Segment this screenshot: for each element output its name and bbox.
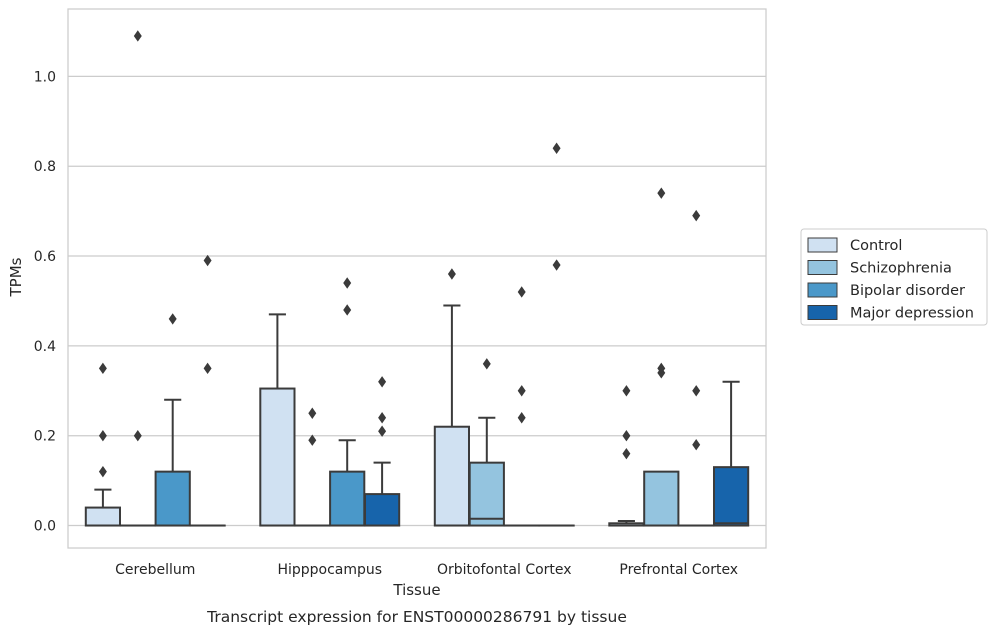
x-tick-labels: Cerebellum Hipppocampus Orbitofontal Corte…: [115, 562, 738, 578]
chart-caption: Transcript expression for ENST0000028679…: [206, 608, 627, 626]
x-tick-label: Cerebellum: [115, 562, 195, 578]
outlier-point: [692, 385, 701, 397]
y-tick-label: 0.4: [34, 339, 56, 355]
x-tick-label: Prefrontal Cortex: [619, 562, 738, 578]
box: [329, 470, 366, 527]
outlier-point: [622, 447, 631, 460]
legend-swatch: [807, 305, 838, 320]
legend-label: Major depression: [850, 306, 974, 322]
outlier-point: [517, 412, 526, 424]
outlier-point: [622, 385, 631, 397]
y-tick-label: 0.2: [34, 429, 56, 445]
legend-swatch: [807, 260, 838, 275]
outlier-point: [168, 313, 177, 325]
outlier-point: [133, 30, 142, 42]
y-tick-label: 0.6: [34, 249, 56, 265]
legend-label: Schizophrenia: [850, 261, 952, 277]
outlier-point: [517, 286, 526, 298]
x-tick-label: Hipppocampus: [277, 562, 382, 578]
y-tick-label: 0.0: [34, 519, 56, 535]
legend-frame: [800, 228, 988, 326]
plot-background: [68, 9, 766, 548]
outlier-point: [98, 430, 107, 442]
x-axis-title: Tissue: [392, 581, 440, 599]
outlier-point: [552, 259, 561, 271]
series-major-depression: [189, 142, 750, 527]
outlier-point: [378, 376, 387, 388]
outlier-point: [552, 142, 561, 154]
outlier-point: [657, 362, 666, 375]
outlier-point: [692, 438, 701, 451]
outlier-point: [98, 362, 107, 375]
outlier-point: [622, 430, 631, 442]
legend: Control Schizophrenia Bipolar disorder Majo…: [800, 228, 988, 326]
series-bipolar-disorder: [154, 209, 715, 527]
outlier-point: [203, 362, 212, 375]
legend-swatch: [807, 282, 838, 298]
y-axis-title: TPMs: [7, 257, 25, 297]
outlier-point: [447, 268, 456, 280]
box: [468, 461, 505, 527]
series-layer: [84, 30, 750, 527]
x-tick-label: Orbitofontal Cortex: [437, 562, 572, 578]
series-control: [84, 268, 645, 527]
outlier-point: [343, 304, 352, 316]
y-tick-label: 0.8: [34, 159, 56, 175]
box: [363, 493, 401, 527]
box: [712, 466, 750, 527]
outlier-point: [657, 187, 666, 199]
outlier-point: [308, 407, 317, 419]
box: [259, 387, 296, 527]
box: [84, 506, 122, 527]
outlier-point: [203, 254, 212, 267]
plot-frame: [67, 8, 767, 549]
outlier-point: [517, 385, 526, 397]
outlier-point: [133, 430, 142, 442]
series-schizophrenia: [119, 30, 680, 527]
y-tick-labels: 0.0 0.2 0.4 0.6 0.8 1.0: [34, 69, 56, 534]
outlier-point: [378, 425, 387, 437]
legend-label: Control: [850, 238, 902, 254]
outlier-point: [692, 209, 701, 222]
outlier-point: [482, 358, 491, 370]
outlier-point: [308, 434, 317, 446]
outlier-point: [343, 277, 352, 289]
outlier-point: [378, 412, 387, 424]
box: [154, 470, 191, 527]
box: [433, 425, 471, 527]
outlier-point: [98, 465, 107, 478]
legend-label: Bipolar disorder: [850, 283, 965, 299]
y-tick-label: 1.0: [34, 69, 56, 85]
box: [643, 470, 680, 527]
legend-swatch: [807, 237, 838, 253]
